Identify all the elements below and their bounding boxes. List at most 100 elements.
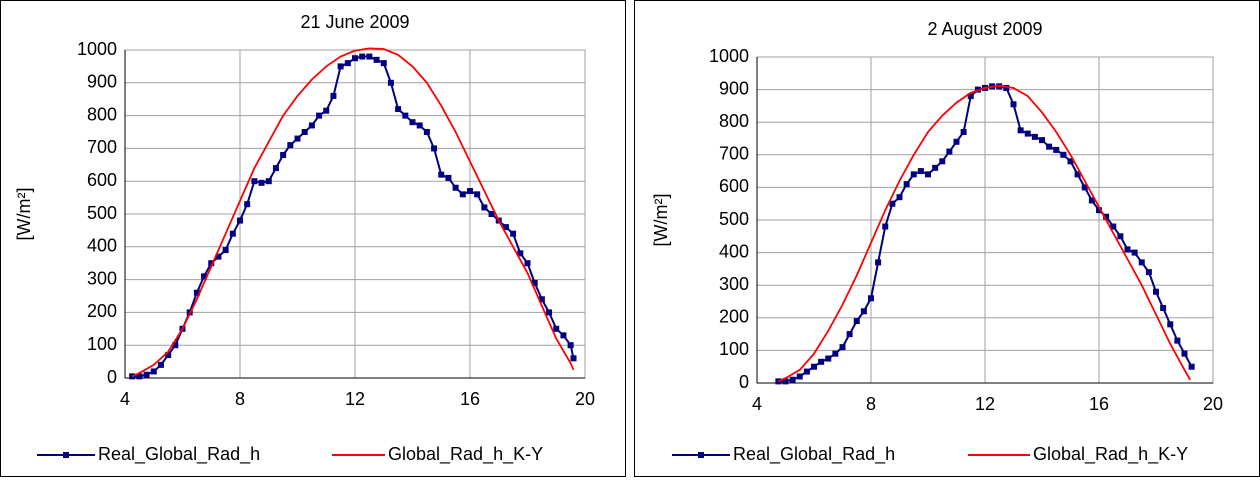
- data-point: [416, 122, 423, 129]
- data-point: [932, 164, 939, 171]
- data-point: [1181, 350, 1188, 357]
- data-point: [272, 165, 279, 172]
- data-point: [1067, 158, 1074, 165]
- x-tick-label: 16: [1089, 394, 1109, 414]
- data-point: [832, 350, 839, 357]
- data-point: [157, 361, 164, 368]
- legend-label: Real_Global_Rad_h: [98, 444, 260, 465]
- data-point: [1153, 288, 1159, 295]
- data-point: [560, 332, 567, 339]
- x-tick-label: 12: [975, 394, 995, 414]
- data-point: [803, 368, 810, 375]
- data-point: [222, 247, 229, 254]
- data-point: [481, 204, 488, 211]
- y-axis-label: [W/m²]: [14, 188, 34, 241]
- data-point: [953, 138, 960, 145]
- data-point: [570, 355, 577, 362]
- data-point: [1088, 197, 1095, 204]
- y-tick-label: 1000: [709, 46, 749, 66]
- data-point: [1117, 233, 1124, 240]
- data-point: [359, 53, 366, 60]
- legend-marker: [63, 452, 69, 458]
- data-point: [237, 217, 243, 224]
- data-point: [459, 191, 466, 198]
- data-point: [136, 373, 143, 380]
- y-tick-label: 600: [87, 170, 117, 190]
- data-point: [337, 63, 344, 70]
- x-tick-label: 12: [345, 389, 365, 409]
- data-point: [1046, 143, 1053, 150]
- y-tick-label: 600: [719, 176, 749, 196]
- data-point: [839, 344, 846, 351]
- data-point: [172, 342, 179, 349]
- data-point: [903, 181, 910, 188]
- data-point: [939, 158, 946, 165]
- y-tick-label: 1000: [77, 39, 117, 59]
- data-point: [517, 250, 524, 257]
- y-tick-label: 900: [87, 72, 117, 92]
- data-point: [301, 129, 308, 135]
- data-point: [960, 128, 967, 135]
- data-point: [502, 224, 509, 231]
- data-point: [538, 296, 545, 303]
- data-point: [1110, 223, 1117, 230]
- data-point: [553, 325, 560, 332]
- data-point: [853, 318, 860, 325]
- y-tick-label: 700: [719, 144, 749, 164]
- data-point: [165, 352, 172, 359]
- data-point: [1167, 321, 1174, 328]
- data-point: [1103, 213, 1110, 220]
- legend-label: Global_Rad_h_K-Y: [388, 444, 543, 465]
- data-point: [201, 273, 208, 280]
- data-point: [280, 151, 287, 158]
- data-point: [208, 260, 215, 267]
- x-tick-label: 20: [575, 389, 595, 409]
- y-tick-label: 300: [87, 268, 117, 288]
- data-point: [846, 331, 853, 338]
- y-tick-label: 500: [719, 209, 749, 229]
- data-point: [215, 253, 222, 260]
- data-point: [193, 289, 200, 296]
- data-point: [423, 129, 430, 135]
- data-point: [910, 171, 917, 178]
- data-point: [1124, 246, 1131, 253]
- data-point: [811, 363, 817, 370]
- data-point: [1053, 146, 1060, 153]
- x-tick-label: 8: [235, 389, 245, 409]
- y-tick-label: 800: [719, 111, 749, 131]
- legend-label: Global_Rad_h_K-Y: [1033, 444, 1188, 465]
- data-point: [1081, 184, 1088, 191]
- data-point: [395, 106, 402, 113]
- data-point: [796, 373, 803, 380]
- data-point: [229, 230, 236, 237]
- y-tick-label: 400: [87, 236, 117, 256]
- series-line: [778, 84, 1191, 383]
- data-point: [818, 358, 825, 365]
- data-point: [438, 171, 445, 178]
- data-point: [244, 201, 251, 208]
- data-point: [524, 260, 531, 267]
- data-point: [782, 378, 789, 385]
- data-point: [251, 178, 258, 185]
- data-point: [150, 368, 157, 375]
- data-point: [1145, 269, 1152, 276]
- y-tick-label: 400: [719, 241, 749, 261]
- data-point: [323, 107, 330, 114]
- data-point: [925, 171, 931, 178]
- data-point: [1003, 84, 1010, 91]
- data-point: [875, 259, 882, 266]
- x-tick-label: 4: [120, 389, 130, 409]
- x-tick-label: 16: [460, 389, 480, 409]
- y-tick-label: 700: [87, 137, 117, 157]
- chart-title: 21 June 2009: [300, 12, 409, 32]
- data-point: [265, 178, 272, 185]
- y-tick-label: 0: [107, 367, 117, 387]
- data-point: [316, 112, 323, 119]
- data-point: [917, 168, 924, 175]
- data-point: [531, 279, 538, 286]
- data-point: [474, 191, 481, 198]
- data-point: [1031, 133, 1038, 140]
- data-point: [308, 122, 315, 129]
